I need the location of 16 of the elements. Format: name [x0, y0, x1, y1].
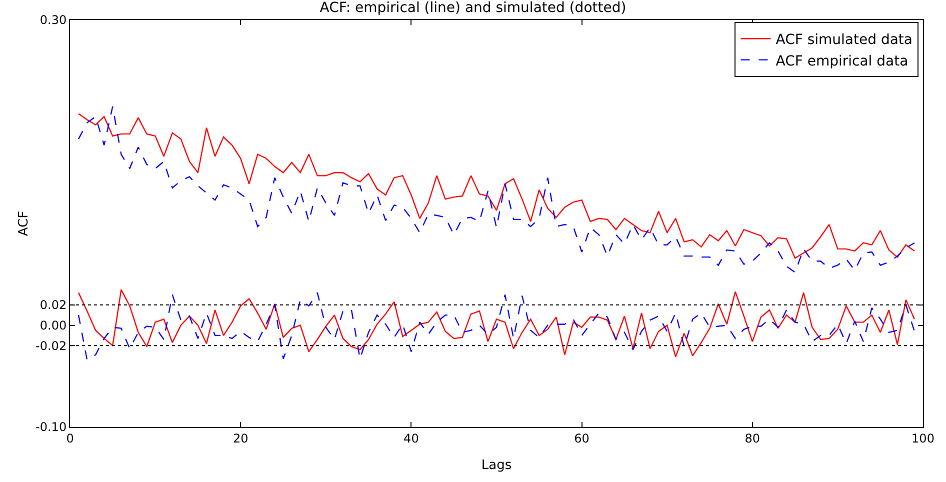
- x-tick-label: 100: [912, 431, 934, 446]
- y-tick-label: -0.02: [36, 338, 67, 353]
- y-tick-label: 0.00: [40, 318, 67, 332]
- x-tick-label: 60: [574, 431, 590, 446]
- y-tick-label: 0.02: [40, 298, 67, 312]
- x-axis-title: Lags: [481, 458, 512, 473]
- y-axis-title: ACF: [16, 210, 32, 236]
- y-tick-label: -0.10: [36, 420, 67, 434]
- legend-label: ACF empirical data: [776, 53, 908, 70]
- x-tick-label: 0: [66, 431, 74, 446]
- y-tick-label: 0.30: [40, 13, 67, 28]
- legend-label: ACF simulated data: [776, 32, 912, 48]
- chart-title: ACF: empirical (line) and simulated (dotted): [320, 0, 626, 16]
- x-tick-label: 80: [744, 431, 760, 446]
- x-tick-label: 40: [404, 431, 419, 446]
- x-tick-label: 20: [232, 431, 248, 446]
